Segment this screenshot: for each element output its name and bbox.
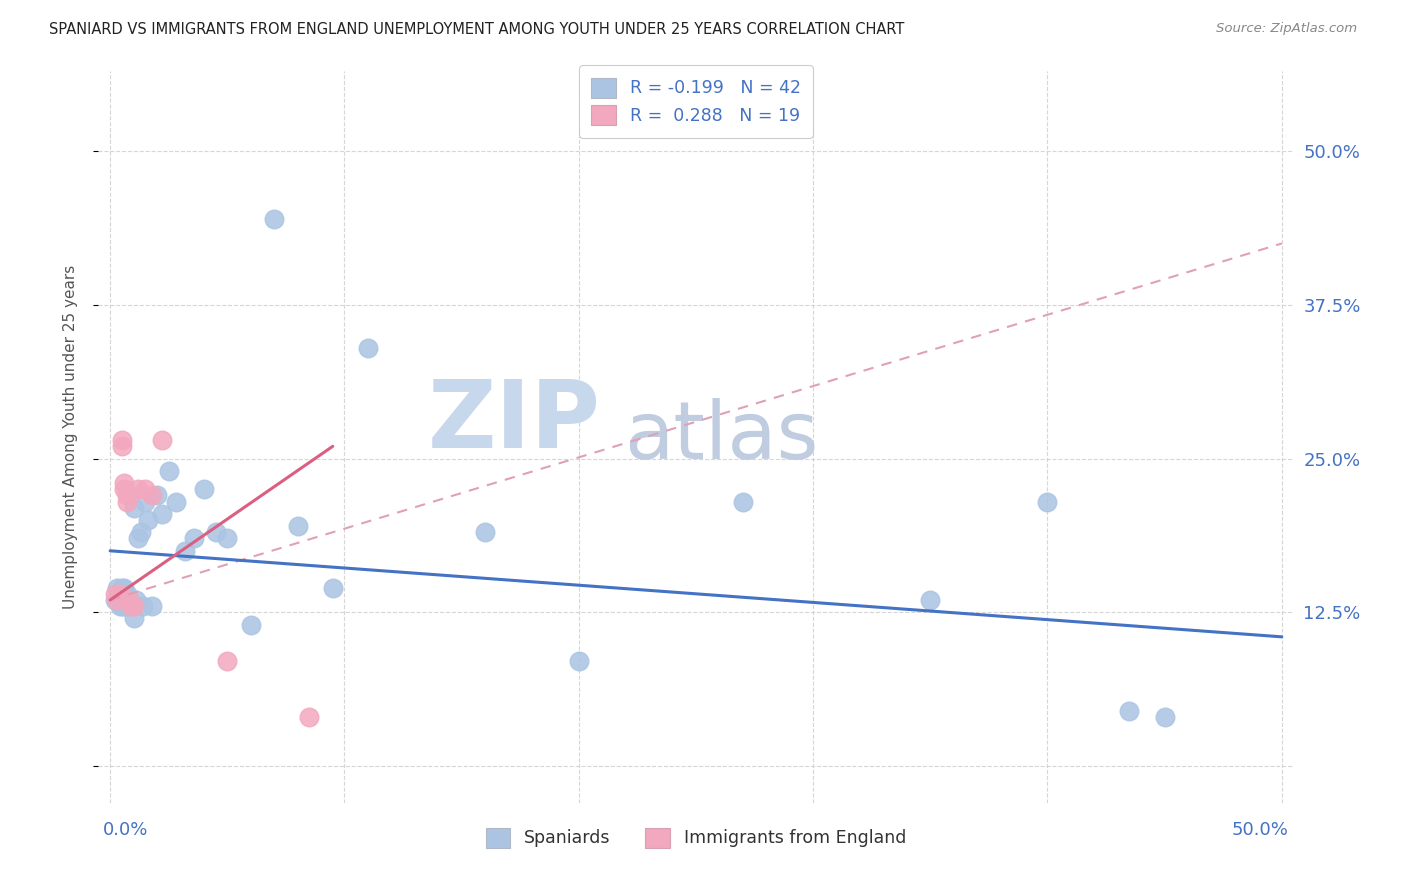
Point	[263, 211, 285, 226]
Point	[357, 341, 380, 355]
Point	[298, 710, 321, 724]
Point	[129, 525, 152, 540]
Point	[134, 494, 156, 508]
Point	[920, 593, 942, 607]
Point	[568, 655, 591, 669]
Point	[105, 593, 128, 607]
Point	[120, 599, 142, 613]
Text: 50.0%: 50.0%	[1232, 822, 1289, 839]
Point	[150, 507, 173, 521]
Point	[239, 617, 262, 632]
Point	[183, 532, 205, 546]
Point	[105, 581, 128, 595]
Point	[141, 599, 163, 613]
Text: ZIP: ZIP	[427, 376, 600, 468]
Point	[217, 532, 239, 546]
Point	[127, 532, 149, 546]
Point	[111, 433, 134, 447]
Point	[474, 525, 496, 540]
Point	[112, 483, 135, 497]
Point	[118, 488, 141, 502]
Point	[105, 593, 128, 607]
Point	[111, 439, 134, 453]
Point	[111, 599, 134, 613]
Point	[104, 593, 127, 607]
Point	[287, 519, 309, 533]
Point	[322, 581, 344, 595]
Point	[115, 599, 138, 613]
Point	[157, 464, 180, 478]
Point	[204, 525, 226, 540]
Text: atlas: atlas	[624, 398, 818, 476]
Point	[217, 655, 239, 669]
Point	[141, 488, 163, 502]
Point	[132, 599, 155, 613]
Point	[122, 500, 145, 515]
Point	[108, 599, 131, 613]
Point	[112, 581, 135, 595]
Y-axis label: Unemployment Among Youth under 25 years: Unemployment Among Youth under 25 years	[63, 265, 77, 609]
Point	[165, 494, 187, 508]
Point	[122, 599, 145, 613]
Point	[125, 593, 148, 607]
Point	[115, 587, 138, 601]
Point	[112, 599, 135, 613]
Text: 0.0%: 0.0%	[103, 822, 149, 839]
Point	[112, 476, 135, 491]
Point	[1036, 494, 1059, 508]
Point	[150, 433, 173, 447]
Text: SPANIARD VS IMMIGRANTS FROM ENGLAND UNEMPLOYMENT AMONG YOUTH UNDER 25 YEARS CORR: SPANIARD VS IMMIGRANTS FROM ENGLAND UNEM…	[49, 22, 904, 37]
Point	[127, 483, 149, 497]
Point	[115, 488, 138, 502]
Text: Source: ZipAtlas.com: Source: ZipAtlas.com	[1216, 22, 1357, 36]
Legend: Spaniards, Immigrants from England: Spaniards, Immigrants from England	[477, 819, 915, 856]
Point	[120, 599, 142, 613]
Point	[104, 587, 127, 601]
Point	[134, 483, 156, 497]
Point	[1153, 710, 1175, 724]
Point	[731, 494, 754, 508]
Point	[108, 587, 131, 601]
Point	[122, 611, 145, 625]
Point	[118, 593, 141, 607]
Point	[174, 543, 197, 558]
Point	[111, 581, 134, 595]
Point	[146, 488, 169, 502]
Point	[136, 513, 159, 527]
Point	[193, 483, 215, 497]
Point	[118, 593, 141, 607]
Point	[115, 494, 138, 508]
Point	[1118, 704, 1140, 718]
